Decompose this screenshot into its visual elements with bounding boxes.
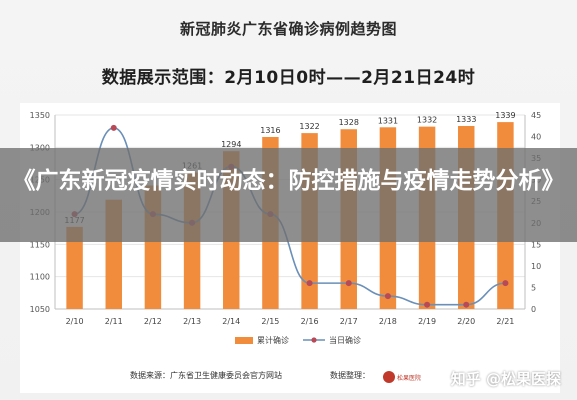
y-right-tick-label: 15 [531,240,541,249]
data-source: 数据来源：广东省卫生健康委员会官方网站 [130,371,282,380]
bar-data-label: 1294 [221,140,241,149]
legend-line-marker [311,337,317,343]
bar-data-label: 1333 [456,115,476,124]
legend-line-label: 当日确诊 [329,335,361,345]
line-point-daily [384,293,391,300]
y-right-tick-label: 0 [531,305,536,314]
x-tick-label: 2/18 [379,317,397,326]
bar-data-label: 1316 [260,126,280,135]
bar-data-label: 1331 [378,116,398,125]
line-point-daily [424,301,431,308]
line-point-daily [502,280,509,287]
x-tick-label: 2/16 [301,317,319,326]
bar-cumulative [66,226,83,309]
line-point-daily [110,124,117,131]
line-point-daily [463,301,470,308]
y-left-tick-label: 1350 [30,111,50,120]
logo-text: 松果医院 [397,374,421,382]
chart-title: 新冠肺炎广东省确诊病例趋势图 [179,20,397,38]
x-tick-label: 2/12 [144,317,162,326]
chart-panel: 1050110011501200125013001350051015202530… [20,103,560,393]
x-tick-label: 2/13 [183,317,201,326]
y-right-tick-label: 45 [531,111,541,120]
line-point-daily [306,280,313,287]
bar-data-label: 1332 [417,116,437,125]
logo-icon: 松果医院 [383,371,421,383]
y-right-tick-label: 40 [531,133,541,142]
x-tick-label: 2/14 [222,317,240,326]
x-tick-label: 2/11 [105,317,123,326]
x-tick-label: 2/20 [457,317,475,326]
x-tick-label: 2/21 [496,317,514,326]
bar-data-label: 1339 [495,111,515,120]
compiler-label: 数据整理： [330,371,370,380]
y-left-tick-label: 1300 [30,143,50,152]
chart-subtitle: 数据展示范围：2月10日0时——2月21日24时 [101,68,476,88]
combo-chart: 1050110011501200125013001350051015202530… [30,111,542,345]
chart-footer: 数据来源：广东省卫生健康委员会官方网站 数据整理： [0,370,577,390]
bar-data-label: 1322 [299,122,319,131]
watermark: 知乎 @松果医探 [450,370,561,388]
bar-data-label: 1328 [339,118,359,127]
x-tick-label: 2/10 [66,317,84,326]
x-tick-label: 2/15 [261,317,279,326]
y-left-tick-label: 1100 [30,273,50,282]
legend-bar-swatch [235,337,253,344]
x-tick-label: 2/17 [340,317,358,326]
y-right-tick-label: 10 [531,262,541,271]
legend-bar-label: 累计确诊 [257,335,289,345]
y-left-tick-label: 1050 [30,305,50,314]
y-right-tick-label: 5 [531,283,536,292]
line-point-daily [345,280,352,287]
overlay-banner [0,148,577,242]
y-left-tick-label: 1150 [30,240,50,249]
overlay-headline: 《广东新冠疫情实时动态：防控措施与疫情走势分析》 [12,168,565,194]
x-tick-label: 2/19 [418,317,436,326]
